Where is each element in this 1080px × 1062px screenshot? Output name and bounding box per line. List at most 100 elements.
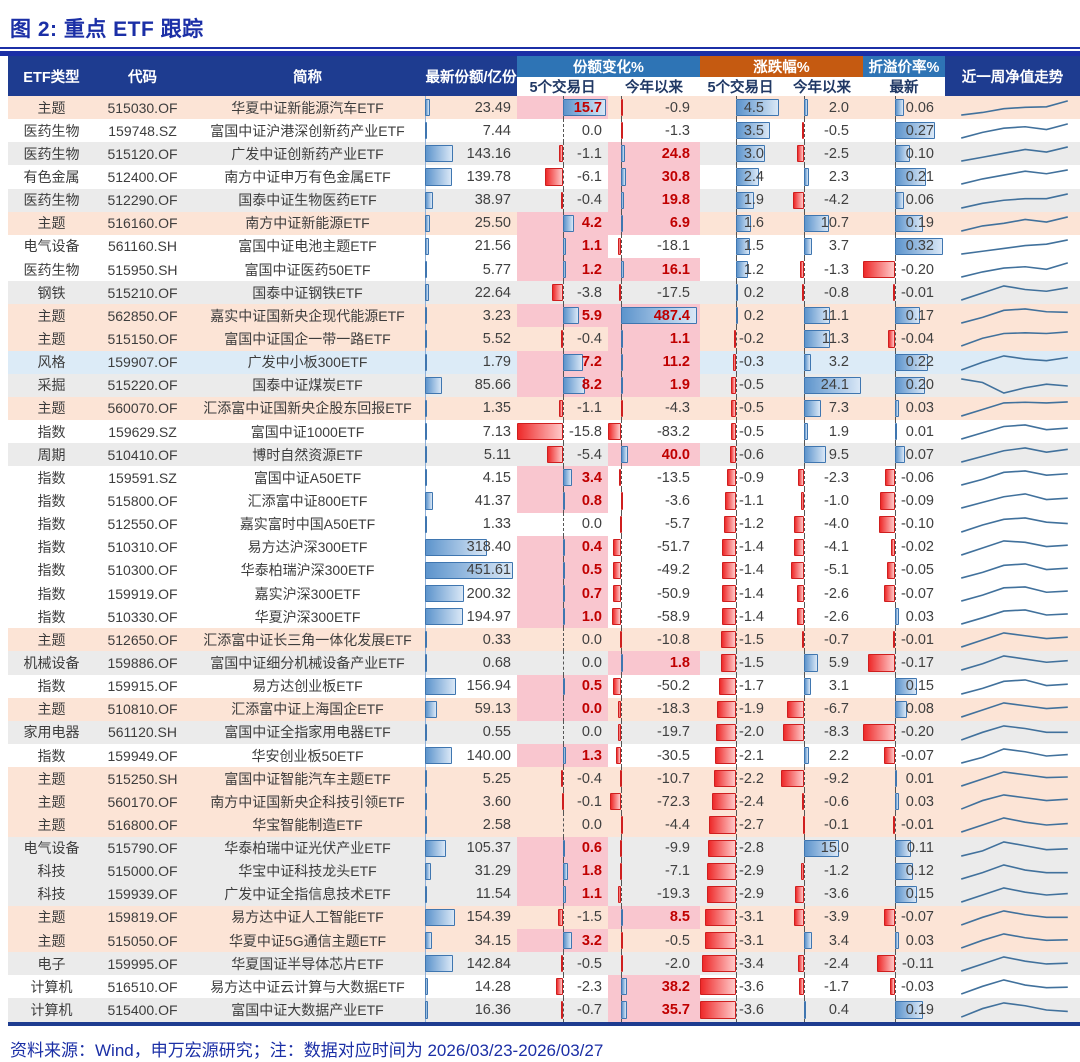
- share-change-ytd-value: -9.9: [665, 840, 690, 857]
- data-bar: [803, 746, 809, 765]
- share-change-5d-value: -0.5: [577, 955, 602, 972]
- share-change-ytd: -13.5: [608, 466, 700, 490]
- price-change-ytd: -0.5: [781, 119, 863, 143]
- table-row: 主题 515250.SH 富国中证智能汽车主题ETF 5.25 -0.4 -10.7 -2.…: [8, 767, 1080, 791]
- data-bar: [613, 561, 622, 579]
- axis-line: [735, 813, 737, 837]
- share-change-ytd-value: 16.1: [661, 261, 690, 278]
- data-bar: [619, 770, 622, 788]
- price-change-5d-value: 0.2: [743, 284, 764, 301]
- price-change-5d-value: -1.5: [739, 654, 764, 671]
- share-change-ytd-value: -3.6: [665, 492, 690, 509]
- data-bar: [425, 723, 427, 741]
- axis-line: [621, 697, 623, 721]
- data-bar: [618, 700, 622, 718]
- share-change-5d: 1.0: [517, 605, 608, 629]
- share-change-5d-value: 7.2: [581, 354, 602, 371]
- data-bar: [722, 561, 736, 579]
- premium-latest-value: 0.01: [905, 423, 934, 440]
- sparkline: [945, 998, 1080, 1021]
- data-bar: [562, 561, 565, 579]
- price-change-ytd: 1.9: [781, 419, 863, 444]
- etf-type: 采掘: [37, 377, 66, 394]
- data-bar: [609, 793, 622, 811]
- table-row: 电气设备 561160.SH 富国中证电池主题ETF 21.56 1.1 -18.1 1.5…: [8, 234, 1080, 258]
- price-change-5d-value: -0.6: [739, 446, 764, 463]
- etf-name: 汇添富中证国新央企股东回报ETF: [203, 400, 412, 417]
- latest-shares-value: 31.29: [474, 863, 511, 880]
- etf-code: 515050.OF: [107, 932, 178, 949]
- etf-name: 富国中证电池主题ETF: [238, 238, 377, 255]
- data-bar: [722, 608, 736, 626]
- latest-shares: 0.68: [425, 651, 517, 675]
- share-change-ytd-value: -5.7: [665, 516, 690, 533]
- etf-type: 主题: [37, 307, 66, 324]
- share-change-5d-value: -0.7: [577, 1002, 602, 1019]
- latest-shares: 11.54: [425, 882, 517, 906]
- premium-latest: -0.10: [863, 512, 945, 536]
- axis-line: [735, 327, 737, 351]
- etf-code: 510330.OF: [107, 608, 178, 625]
- latest-shares-value: 0.68: [482, 654, 511, 671]
- share-change-5d: 3.4: [517, 466, 608, 490]
- price-change-5d-value: 2.4: [743, 168, 764, 185]
- data-bar: [803, 399, 821, 417]
- price-change-ytd: -1.7: [781, 975, 863, 999]
- table-header: ETF类型 代码 简称 最新份额/亿份 份额变化% 涨跌幅% 折溢价率% 近一周…: [8, 56, 1080, 96]
- data-bar: [719, 677, 736, 695]
- premium-latest-value: 0.08: [905, 701, 934, 718]
- share-change-ytd: 24.8: [608, 142, 700, 166]
- latest-shares-value: 105.37: [466, 840, 511, 857]
- price-change-ytd: 5.9: [781, 651, 863, 675]
- data-bar: [735, 307, 738, 325]
- table-body: 主题 515030.OF 华夏中证新能源汽车ETF 23.49 15.7 -0.9 4.5 2…: [8, 96, 1080, 1022]
- latest-shares-value: 34.15: [474, 932, 511, 949]
- premium-latest-value: 0.22: [905, 354, 934, 371]
- price-change-5d-value: 4.5: [743, 99, 764, 116]
- premium-latest-value: 0.27: [905, 122, 934, 139]
- premium-latest-value: -0.01: [900, 631, 934, 648]
- price-change-ytd: -9.2: [781, 767, 863, 791]
- share-change-5d: -2.3: [517, 975, 608, 999]
- data-bar: [562, 260, 566, 279]
- share-change-5d-value: 0.0: [581, 631, 602, 648]
- axis-line: [894, 512, 896, 536]
- share-change-ytd-value: 11.2: [662, 354, 690, 371]
- data-bar: [894, 376, 925, 394]
- share-change-5d: -5.4: [517, 443, 608, 467]
- data-bar: [700, 978, 736, 996]
- premium-latest: 0.06: [863, 96, 945, 120]
- price-change-5d: -3.1: [700, 905, 781, 930]
- premium-latest: 0.11: [863, 836, 945, 860]
- axis-line: [894, 720, 896, 744]
- sparkline: [945, 582, 1080, 605]
- latest-shares-value: 156.94: [466, 678, 511, 695]
- price-change-5d-value: -3.1: [739, 932, 764, 949]
- axis-line: [803, 628, 805, 652]
- latest-shares: 194.97: [425, 605, 517, 629]
- data-bar: [613, 584, 622, 603]
- price-change-5d: -2.9: [700, 882, 781, 906]
- data-bar: [863, 260, 895, 279]
- latest-shares-value: 23.49: [474, 99, 511, 116]
- premium-latest: -0.07: [863, 581, 945, 606]
- data-bar: [735, 168, 760, 186]
- table-row: 指数 159919.OF 嘉实沪深300ETF 200.32 0.7 -50.9 -1.4 -…: [8, 581, 1080, 606]
- data-bar: [425, 446, 427, 464]
- latest-shares-value: 5.25: [482, 770, 511, 787]
- axis-line: [803, 281, 805, 305]
- data-bar: [717, 700, 736, 718]
- price-change-5d: -1.5: [700, 651, 781, 675]
- premium-latest-value: -0.20: [900, 724, 934, 741]
- etf-name: 华宝智能制造ETF: [252, 816, 363, 833]
- etf-name: 汇添富中证上海国企ETF: [231, 701, 384, 718]
- price-change-5d: -2.7: [700, 813, 781, 837]
- premium-latest-value: 0.11: [906, 840, 934, 857]
- data-bar: [621, 978, 628, 996]
- etf-code: 516160.OF: [107, 215, 178, 232]
- premium-latest-value: -0.01: [900, 816, 934, 833]
- axis-line: [562, 142, 564, 166]
- premium-latest-value: 0.01: [905, 770, 934, 787]
- data-bar: [621, 122, 624, 140]
- sparkline: [945, 536, 1080, 559]
